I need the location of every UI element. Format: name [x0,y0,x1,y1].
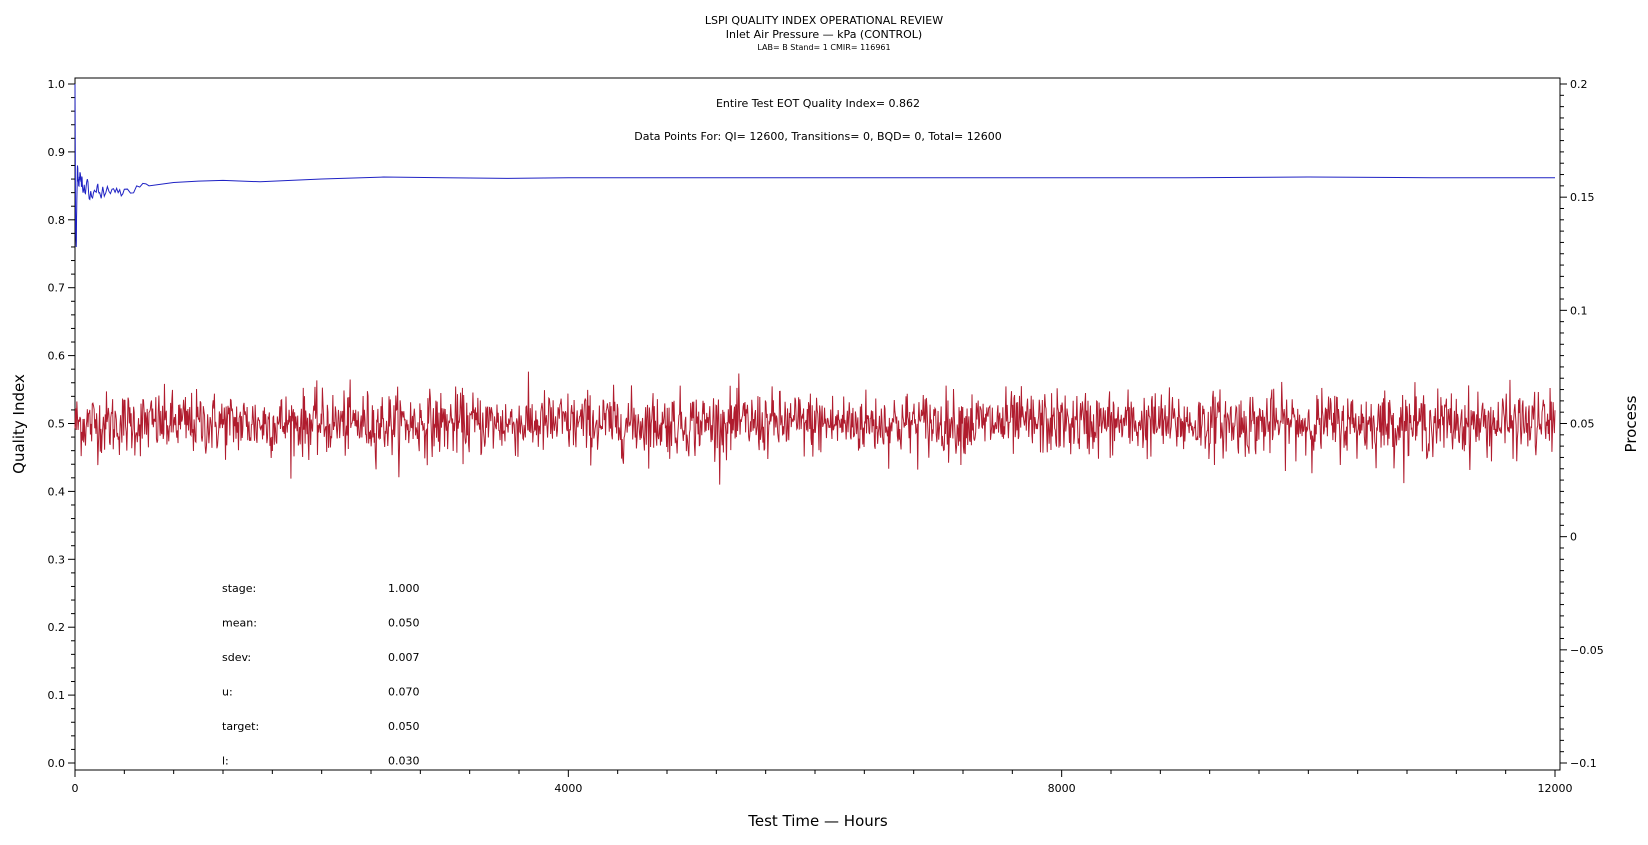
stats-panel: stage: 1.000 mean: 0.050 sdev: 0.007 u: 0.070 ta… [222,582,420,768]
data-points-text: Data Points For: QI= 12600, Transitions=… [634,130,1002,143]
quality-index-line [74,83,1555,247]
chart-meta: LAB= B Stand= 1 CMIR= 116961 [757,43,891,52]
y2-tick-label: 0.2 [1570,78,1588,91]
y-tick-label: 0.1 [48,689,66,702]
eot-quality-index-text: Entire Test EOT Quality Index= 0.862 [716,97,920,110]
x-axis-title: Test Time — Hours [747,812,888,830]
stat-value: 0.030 [388,755,420,768]
x-tick-label: 12000 [1538,782,1573,795]
y2-tick-label: −0.1 [1570,757,1597,770]
stat-label: l: [222,755,229,768]
stat-value: 0.070 [388,686,420,699]
y-tick-label: 0.3 [48,553,66,566]
stat-label: sdev: [222,651,251,664]
stat-label: stage: [222,582,256,595]
x-tick-label: 4000 [554,782,582,795]
y2-tick-label: 0.05 [1570,418,1595,431]
stat-value: 1.000 [388,582,420,595]
y-tick-label: 0.0 [48,757,66,770]
y-tick-label: 0.5 [48,418,66,431]
y2-tick-label: −0.05 [1570,644,1604,657]
stat-label: u: [222,686,233,699]
stat-value: 0.007 [388,651,420,664]
y-tick-label: 0.6 [48,350,66,363]
process-series-group [74,371,1556,485]
y-axis-title: Quality Index [10,374,28,474]
stat-value: 0.050 [388,720,420,733]
axis-ticks: 0 4000 8000 12000 0.0 0.1 0.2 0.3 0.4 0.5 0.6 0.7 0.… [48,78,1604,795]
y2-axis-title: Process [1622,395,1640,452]
stat-value: 0.050 [388,617,420,630]
y-tick-label: 0.7 [48,282,66,295]
chart-subtitle: Inlet Air Pressure — kPa (CONTROL) [725,28,923,41]
y2-tick-label: 0 [1570,531,1577,544]
stat-label: target: [222,720,259,733]
y2-tick-label: 0.15 [1570,191,1595,204]
process-line [74,371,1556,485]
stat-label: mean: [222,617,257,630]
y2-tick-label: 0.1 [1570,304,1588,317]
y-tick-label: 0.4 [48,485,66,498]
x-tick-label: 8000 [1048,782,1076,795]
y-tick-label: 0.8 [48,214,66,227]
y-tick-label: 0.2 [48,621,66,634]
y-tick-label: 0.9 [48,146,66,159]
chart-title: LSPI QUALITY INDEX OPERATIONAL REVIEW [704,14,944,27]
x-tick-label: 0 [72,782,79,795]
y-tick-label: 1.0 [48,78,66,91]
